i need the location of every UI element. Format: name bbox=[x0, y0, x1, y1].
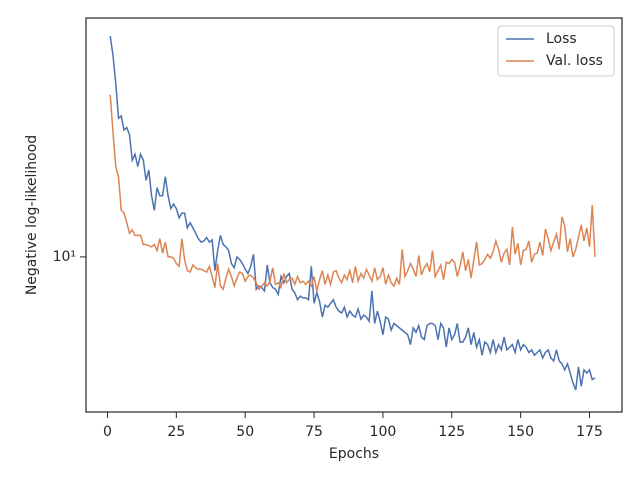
x-tick-label: 50 bbox=[236, 424, 254, 440]
y-axis-label: Negative log-likelihood bbox=[24, 135, 40, 295]
series-line bbox=[109, 94, 596, 292]
x-tick-label: 25 bbox=[167, 424, 185, 440]
x-tick-label: 75 bbox=[305, 424, 323, 440]
x-tick-label: 175 bbox=[576, 424, 603, 440]
x-tick-label: 150 bbox=[507, 424, 534, 440]
legend-label: Loss bbox=[546, 31, 577, 47]
x-tick-label: 125 bbox=[438, 424, 465, 440]
x-tick-label: 100 bbox=[370, 424, 397, 440]
x-tick-label: 0 bbox=[103, 424, 112, 440]
legend-label: Val. loss bbox=[546, 53, 603, 69]
series-line bbox=[109, 35, 596, 391]
x-axis-label: Epochs bbox=[329, 446, 379, 462]
y-tick-label: 10¹ bbox=[53, 249, 76, 265]
axes-frame bbox=[85, 17, 623, 413]
